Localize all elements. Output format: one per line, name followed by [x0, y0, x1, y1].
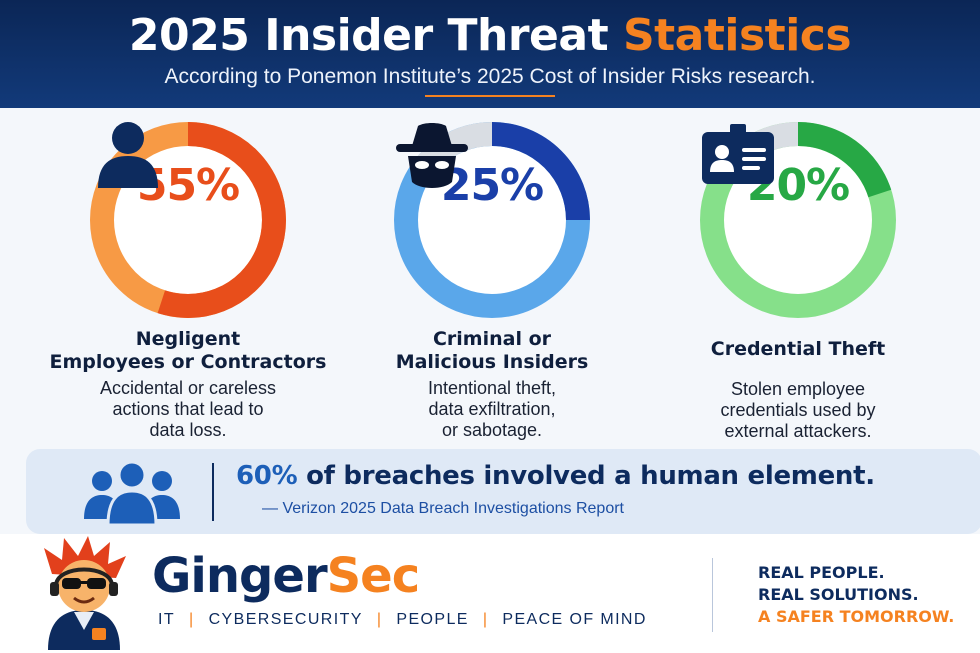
banner-highlight: 60%	[236, 461, 298, 491]
header-banner: 2025 Insider Threat Statistics According…	[0, 0, 980, 108]
banner-source: — Verizon 2025 Data Breach Investigation…	[262, 500, 624, 517]
stat-description: Intentional theft, data exfiltration, or…	[342, 378, 642, 441]
slogan-line: REAL PEOPLE.	[758, 563, 885, 582]
stat-label-line: Credential Theft	[710, 338, 886, 360]
person-icon	[98, 122, 158, 188]
stat-label: Credential Theft	[648, 338, 948, 361]
stat-malicious: 25% Criminal or Malicious Insiders Inten…	[342, 120, 642, 441]
ring-arc	[394, 122, 590, 318]
stat-desc-line: credentials used by	[720, 400, 876, 420]
stat-negligent: 55% Negligent Employees or Contractors A…	[38, 120, 338, 441]
stat-ring: 20%	[698, 120, 898, 320]
human-element-banner: 60% of breaches involved a human element…	[26, 449, 980, 534]
stat-label: Negligent Employees or Contractors	[38, 328, 338, 374]
brand-tagline: IT | CYBERSECURITY | PEOPLE | PEACE OF MIND	[158, 611, 647, 629]
stat-label: Criminal or Malicious Insiders	[342, 328, 642, 374]
slogan-line: REAL SOLUTIONS.	[758, 585, 919, 604]
stat-label-line: Negligent	[135, 328, 241, 350]
stat-desc-line: Stolen employee	[730, 379, 866, 399]
stat-desc-line: actions that lead to	[112, 399, 264, 419]
stat-ring: 25%	[392, 120, 592, 320]
footer-divider	[712, 558, 713, 632]
stat-percent: 25%	[440, 160, 544, 211]
stat-credential: 20% Credential Theft Stolen employee cre…	[648, 120, 948, 442]
ring-arc	[700, 122, 896, 318]
ginger-mascot-icon	[44, 536, 126, 650]
tagline-item: IT	[158, 611, 176, 628]
stat-label-line: Malicious Insiders	[395, 351, 589, 373]
stat-desc-line: Accidental or careless	[99, 378, 277, 398]
group-people-icon	[84, 460, 180, 527]
brand-part2: Sec	[326, 548, 421, 604]
title-main: 2025 Insider Threat	[128, 10, 623, 61]
tagline-item: CYBERSECURITY	[208, 611, 363, 628]
banner-headline: 60% of breaches involved a human element…	[236, 461, 875, 491]
stat-desc-line: Intentional theft,	[427, 378, 557, 398]
stat-description: Stolen employee credentials used by exte…	[648, 379, 948, 442]
footer: GingerSec IT | CYBERSECURITY | PEOPLE | PEACE …	[0, 534, 980, 653]
slogan: REAL PEOPLE. REAL SOLUTIONS. A SAFER TOM…	[758, 562, 954, 628]
stat-label-line: Criminal or	[432, 328, 552, 350]
slogan-line: A SAFER TOMORROW.	[758, 607, 955, 626]
page-title: 2025 Insider Threat Statistics	[0, 8, 980, 64]
page-subtitle: According to Ponemon Institute’s 2025 Co…	[164, 65, 816, 88]
masked-hacker-icon	[396, 123, 468, 188]
brand-part1: Ginger	[152, 548, 328, 604]
tagline-separator: |	[376, 611, 383, 628]
stat-label-line: Employees or Contractors	[49, 351, 327, 373]
ring-arc	[90, 122, 286, 318]
tagline-separator: |	[482, 611, 489, 628]
tagline-separator: |	[189, 611, 195, 628]
title-accent: Statistics	[622, 10, 852, 61]
banner-headline-rest: of breaches involved a human element.	[297, 461, 875, 491]
stat-desc-line: data exfiltration,	[428, 399, 556, 419]
stat-ring: 55%	[88, 120, 288, 320]
tagline-item: PEOPLE	[396, 611, 469, 628]
stat-desc-line: data loss.	[149, 420, 227, 440]
banner-divider	[212, 463, 214, 521]
brand-logo: GingerSec	[152, 548, 421, 604]
subtitle-underline	[425, 95, 555, 97]
stat-desc-line: external attackers.	[724, 421, 872, 441]
tagline-item: PEACE OF MIND	[502, 611, 647, 628]
stat-desc-line: or sabotage.	[441, 420, 543, 440]
stat-description: Accidental or careless actions that lead…	[38, 378, 338, 441]
id-card-icon	[702, 124, 774, 184]
